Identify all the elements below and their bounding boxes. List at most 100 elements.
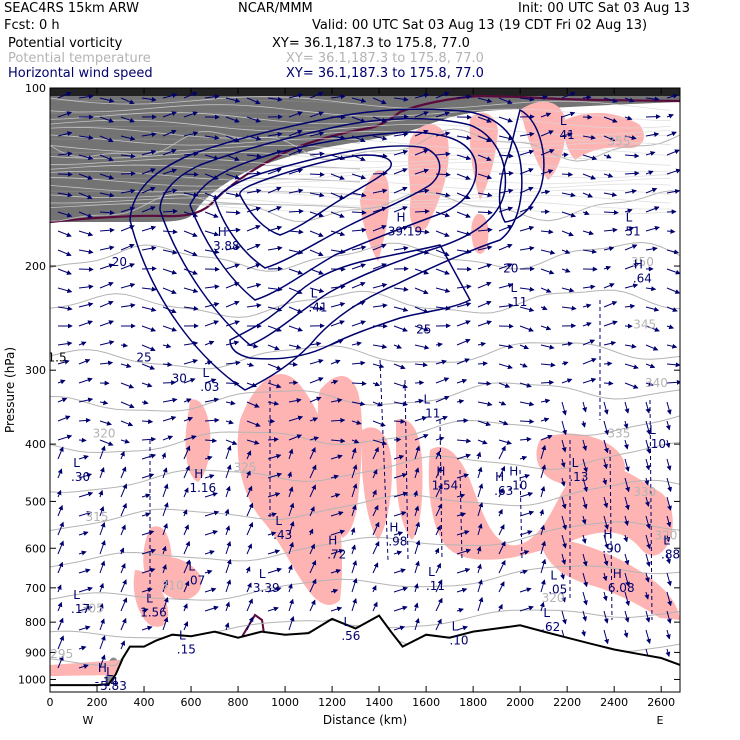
- wind-vector: [309, 578, 317, 593]
- wind-speed-contour-dashed: [404, 379, 409, 561]
- wind-vector: [582, 458, 588, 473]
- wind-vector: [581, 515, 587, 525]
- wind-vector: [372, 97, 387, 105]
- wind-vector: [204, 192, 219, 200]
- wind-vector: [666, 189, 680, 194]
- wind-contour-label: 25: [136, 350, 151, 364]
- wind-vector: [120, 502, 127, 517]
- wind-vector: [561, 591, 567, 603]
- wind-vector: [540, 268, 555, 275]
- wind-vector: [603, 458, 608, 470]
- wind-vector: [498, 400, 507, 406]
- wind-vector: [57, 306, 73, 311]
- extremum-value: 51: [625, 225, 640, 239]
- wind-vector: [162, 268, 178, 275]
- wind-vector: [246, 135, 262, 141]
- wind-vector: [666, 149, 680, 156]
- wind-vector: [645, 610, 651, 623]
- wind-vector: [78, 568, 91, 574]
- wind-vector: [519, 418, 535, 424]
- wind-vector: [78, 230, 94, 237]
- wind-vector: [141, 493, 151, 499]
- wind-vector: [645, 325, 660, 332]
- theta-contour: [50, 479, 680, 531]
- wind-vector: [413, 490, 418, 498]
- wind-vector: [330, 339, 344, 346]
- wind-vector: [162, 483, 169, 498]
- wind-vector: [582, 439, 588, 452]
- wind-vector: [603, 173, 614, 178]
- wind-vector: [372, 263, 387, 270]
- wind-vector: [393, 491, 409, 498]
- wind-vector: [435, 131, 451, 137]
- wind-vector: [78, 135, 94, 140]
- wind-vector: [372, 225, 387, 232]
- wind-vector: [78, 94, 94, 100]
- wind-vector: [435, 415, 448, 422]
- wind-vector: [372, 401, 383, 407]
- wind-vector: [393, 245, 409, 251]
- wind-vector: [393, 225, 409, 232]
- wind-speed-contour: [214, 145, 441, 269]
- x-tick-label: 1200: [318, 696, 346, 709]
- wind-vector: [351, 504, 357, 517]
- wind-vector: [330, 548, 345, 555]
- wind-vector: [78, 625, 91, 631]
- wind-vector: [435, 287, 451, 293]
- wind-vector: [477, 483, 484, 498]
- wind-vector: [309, 447, 316, 460]
- wind-vector: [56, 584, 62, 593]
- wind-vector: [602, 572, 608, 582]
- cloud-region: [360, 170, 390, 262]
- wind-vector: [309, 484, 316, 498]
- wind-vector: [183, 487, 189, 498]
- wind-vector: [603, 515, 609, 530]
- wind-vector: [623, 420, 629, 429]
- wind-vector: [624, 591, 630, 607]
- wind-vector: [414, 249, 430, 255]
- wind-vector: [519, 96, 535, 102]
- wind-vector: [372, 243, 387, 251]
- wind-vector: [393, 401, 409, 407]
- extremum-marker: L: [663, 534, 670, 548]
- wind-vector: [225, 579, 232, 593]
- y-tick-label: 100: [25, 82, 46, 95]
- wind-vector: [665, 420, 671, 431]
- wind-vector: [519, 587, 532, 593]
- wind-vector: [456, 378, 468, 384]
- extremum-value: .03: [200, 380, 219, 394]
- wind-vector: [561, 401, 567, 416]
- wind-vector: [519, 550, 530, 555]
- wind-vector: [372, 420, 386, 427]
- wind-vector: [645, 187, 658, 194]
- pv-contour-label: 1.5: [48, 350, 67, 364]
- wind-vector: [476, 546, 482, 555]
- wind-vector: [267, 225, 283, 232]
- wind-vector: [603, 320, 618, 327]
- wind-vector: [162, 249, 178, 255]
- wind-vector: [623, 439, 629, 450]
- wind-vector: [78, 192, 93, 200]
- wind-vector: [393, 454, 405, 460]
- wind-vector: [582, 248, 598, 254]
- wind-vector: [561, 610, 567, 625]
- wind-vector: [309, 464, 317, 479]
- wind-vector: [204, 550, 215, 555]
- wind-vector: [435, 249, 450, 257]
- wind-vector: [351, 560, 358, 574]
- x-tick-label: 2400: [600, 696, 628, 709]
- wind-vector: [183, 305, 199, 311]
- wind-vector: [561, 249, 571, 254]
- wind-vector: [393, 550, 403, 556]
- wind-vector: [288, 249, 304, 255]
- wind-vector: [351, 116, 366, 123]
- wind-vector: [624, 170, 640, 176]
- wind-vector: [581, 420, 586, 428]
- wind-vector: [645, 344, 659, 351]
- wind-vector: [98, 489, 104, 498]
- wind-vector: [351, 447, 357, 460]
- wind-vector: [561, 171, 574, 177]
- wind-vector: [561, 534, 567, 549]
- wind-vector: [519, 436, 532, 442]
- wind-speed-contour-dashed: [649, 399, 653, 621]
